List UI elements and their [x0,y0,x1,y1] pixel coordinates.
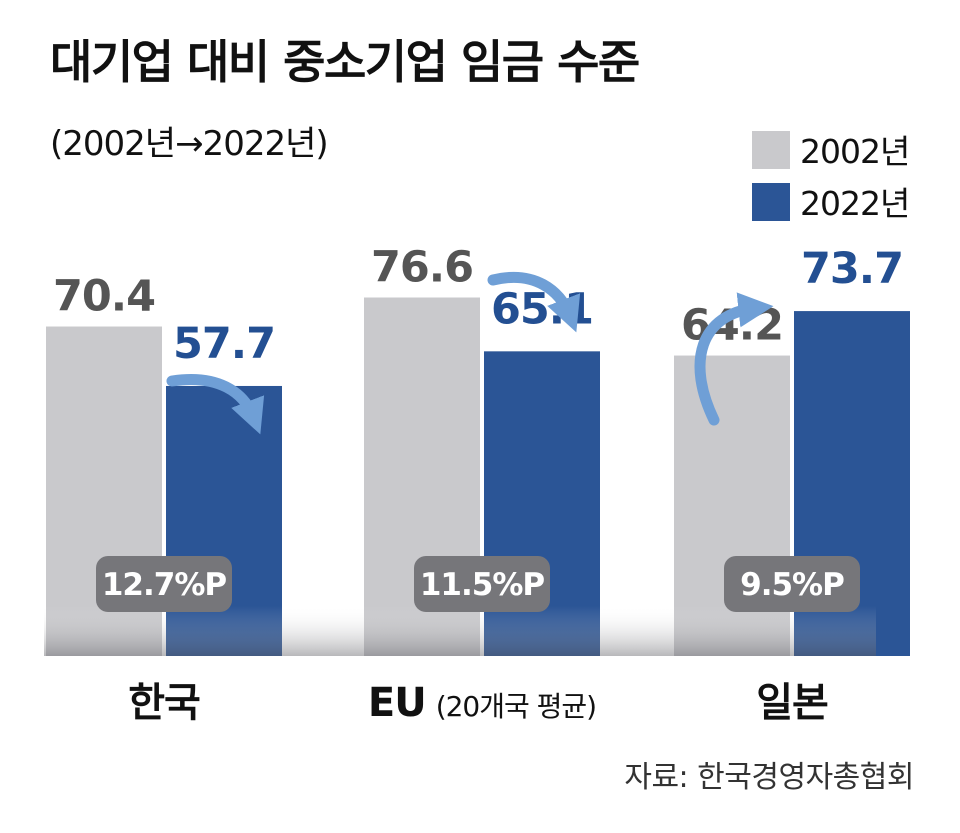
data-label-2022-0: 57.7 [173,319,275,369]
data-label-2022-1: 65.1 [491,284,593,334]
source-note: 자료: 한국경영자총협회 [624,760,914,795]
category-label-1: EU (20개국 평균) [368,680,596,726]
chart-subtitle: (2002년→2022년) [50,124,329,164]
difference-label-2: 9.5%P [740,567,844,603]
trend-arrow-korea [166,374,265,435]
chart-title: 대기업 대비 중소기업 임금 수준 [50,35,640,89]
difference-label-1: 11.5%P [420,567,545,603]
data-label-2002-0: 70.4 [53,272,155,322]
legend-swatch-2002 [752,131,790,169]
difference-badge-2 [724,556,860,612]
data-label-2002-1: 76.6 [371,243,473,293]
legend-label-2002: 2002년 [800,132,910,171]
data-label-2002-2: 64.2 [681,301,783,351]
category-label-0: 한국 [128,680,200,726]
data-label-2022-2: 73.7 [801,244,903,294]
trend-arrow-japan [694,292,774,426]
floor-shadow [44,606,876,656]
legend-label-2022: 2022년 [800,184,910,223]
difference-badge-1 [414,556,550,612]
category-label-2: 일본 [756,680,828,726]
difference-badge-0 [96,556,232,612]
legend-swatch-2022 [752,183,790,221]
legend: 2002년 2022년 [752,125,952,229]
legend-item-2022: 2022년 [752,177,952,229]
difference-label-0: 12.7%P [102,567,227,603]
trend-arrow-eu [487,271,581,333]
legend-item-2002: 2002년 [752,125,952,177]
